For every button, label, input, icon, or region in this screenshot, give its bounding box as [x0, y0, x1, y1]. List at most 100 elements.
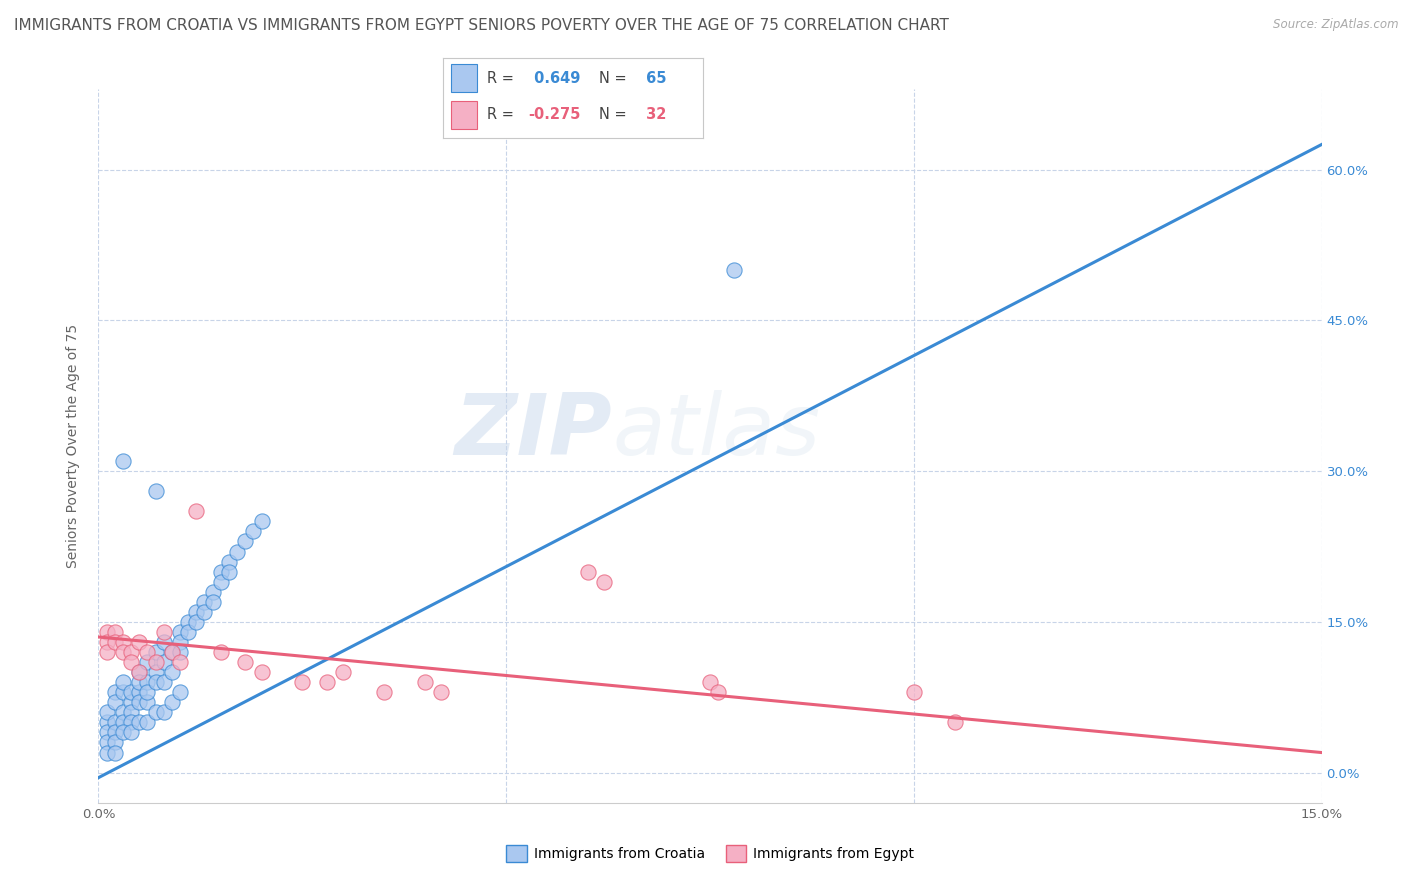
Point [136, 715, 159, 730]
Point [233, 534, 256, 549]
Point [160, 645, 183, 659]
Point [120, 655, 142, 669]
Point [96, 746, 118, 760]
Point [120, 725, 142, 739]
Point [128, 665, 150, 680]
Point [136, 645, 159, 659]
Text: 0.649: 0.649 [529, 70, 581, 86]
Text: R =: R = [486, 107, 519, 121]
Point [169, 685, 191, 699]
Point [226, 544, 249, 558]
Point [104, 685, 127, 699]
Point [169, 645, 191, 659]
Point [96, 715, 118, 730]
Point [120, 715, 142, 730]
Point [145, 645, 167, 659]
Point [177, 624, 200, 639]
Point [209, 565, 232, 579]
Point [104, 695, 127, 709]
Point [218, 555, 240, 569]
Point [943, 715, 966, 730]
Point [120, 685, 142, 699]
Point [128, 675, 150, 690]
Point [128, 715, 150, 730]
Y-axis label: Seniors Poverty Over the Age of 75: Seniors Poverty Over the Age of 75 [66, 324, 80, 568]
Point [699, 675, 721, 690]
Point [250, 515, 273, 529]
Point [96, 735, 118, 749]
Point [160, 695, 183, 709]
Text: N =: N = [599, 70, 631, 86]
Point [128, 665, 150, 680]
Point [111, 725, 134, 739]
Point [186, 504, 208, 518]
Point [111, 635, 134, 649]
Point [111, 454, 134, 468]
Point [186, 615, 208, 629]
Point [104, 746, 127, 760]
Point [169, 624, 191, 639]
Point [177, 615, 200, 629]
Point [136, 695, 159, 709]
Point [96, 635, 118, 649]
Point [373, 685, 395, 699]
Point [152, 655, 174, 669]
Point [193, 605, 215, 619]
Text: ZIP: ZIP [454, 390, 612, 474]
Bar [451, 63, 477, 92]
Point [193, 595, 215, 609]
Point [186, 605, 208, 619]
Point [250, 665, 273, 680]
Text: IMMIGRANTS FROM CROATIA VS IMMIGRANTS FROM EGYPT SENIORS POVERTY OVER THE AGE OF: IMMIGRANTS FROM CROATIA VS IMMIGRANTS FR… [14, 18, 949, 33]
Point [111, 675, 134, 690]
Point [413, 675, 436, 690]
Text: 32: 32 [641, 107, 666, 121]
Point [128, 685, 150, 699]
Point [145, 655, 167, 669]
Point [160, 665, 183, 680]
Point [593, 574, 616, 589]
Point [128, 635, 150, 649]
Text: atlas: atlas [612, 390, 820, 474]
Point [723, 263, 745, 277]
Point [136, 655, 159, 669]
Point [104, 635, 127, 649]
Point [242, 524, 264, 539]
Text: Source: ZipAtlas.com: Source: ZipAtlas.com [1274, 18, 1399, 31]
Point [152, 624, 174, 639]
Point [96, 624, 118, 639]
Point [233, 655, 256, 669]
Point [152, 675, 174, 690]
Point [111, 685, 134, 699]
Point [160, 645, 183, 659]
Point [145, 665, 167, 680]
Point [707, 685, 730, 699]
Text: N =: N = [599, 107, 631, 121]
Point [209, 574, 232, 589]
Point [96, 645, 118, 659]
Bar [451, 101, 477, 128]
Point [209, 645, 232, 659]
Point [201, 595, 224, 609]
Point [576, 565, 599, 579]
Point [145, 706, 167, 720]
Point [120, 706, 142, 720]
Point [145, 484, 167, 499]
Point [903, 685, 925, 699]
Point [169, 635, 191, 649]
Point [315, 675, 337, 690]
Point [120, 645, 142, 659]
Point [128, 695, 150, 709]
Point [104, 624, 127, 639]
Point [111, 645, 134, 659]
Point [169, 655, 191, 669]
Point [136, 685, 159, 699]
Point [96, 706, 118, 720]
Point [136, 675, 159, 690]
Point [111, 706, 134, 720]
Text: R =: R = [486, 70, 519, 86]
Point [120, 695, 142, 709]
Text: -0.275: -0.275 [529, 107, 581, 121]
Point [96, 725, 118, 739]
Point [291, 675, 314, 690]
